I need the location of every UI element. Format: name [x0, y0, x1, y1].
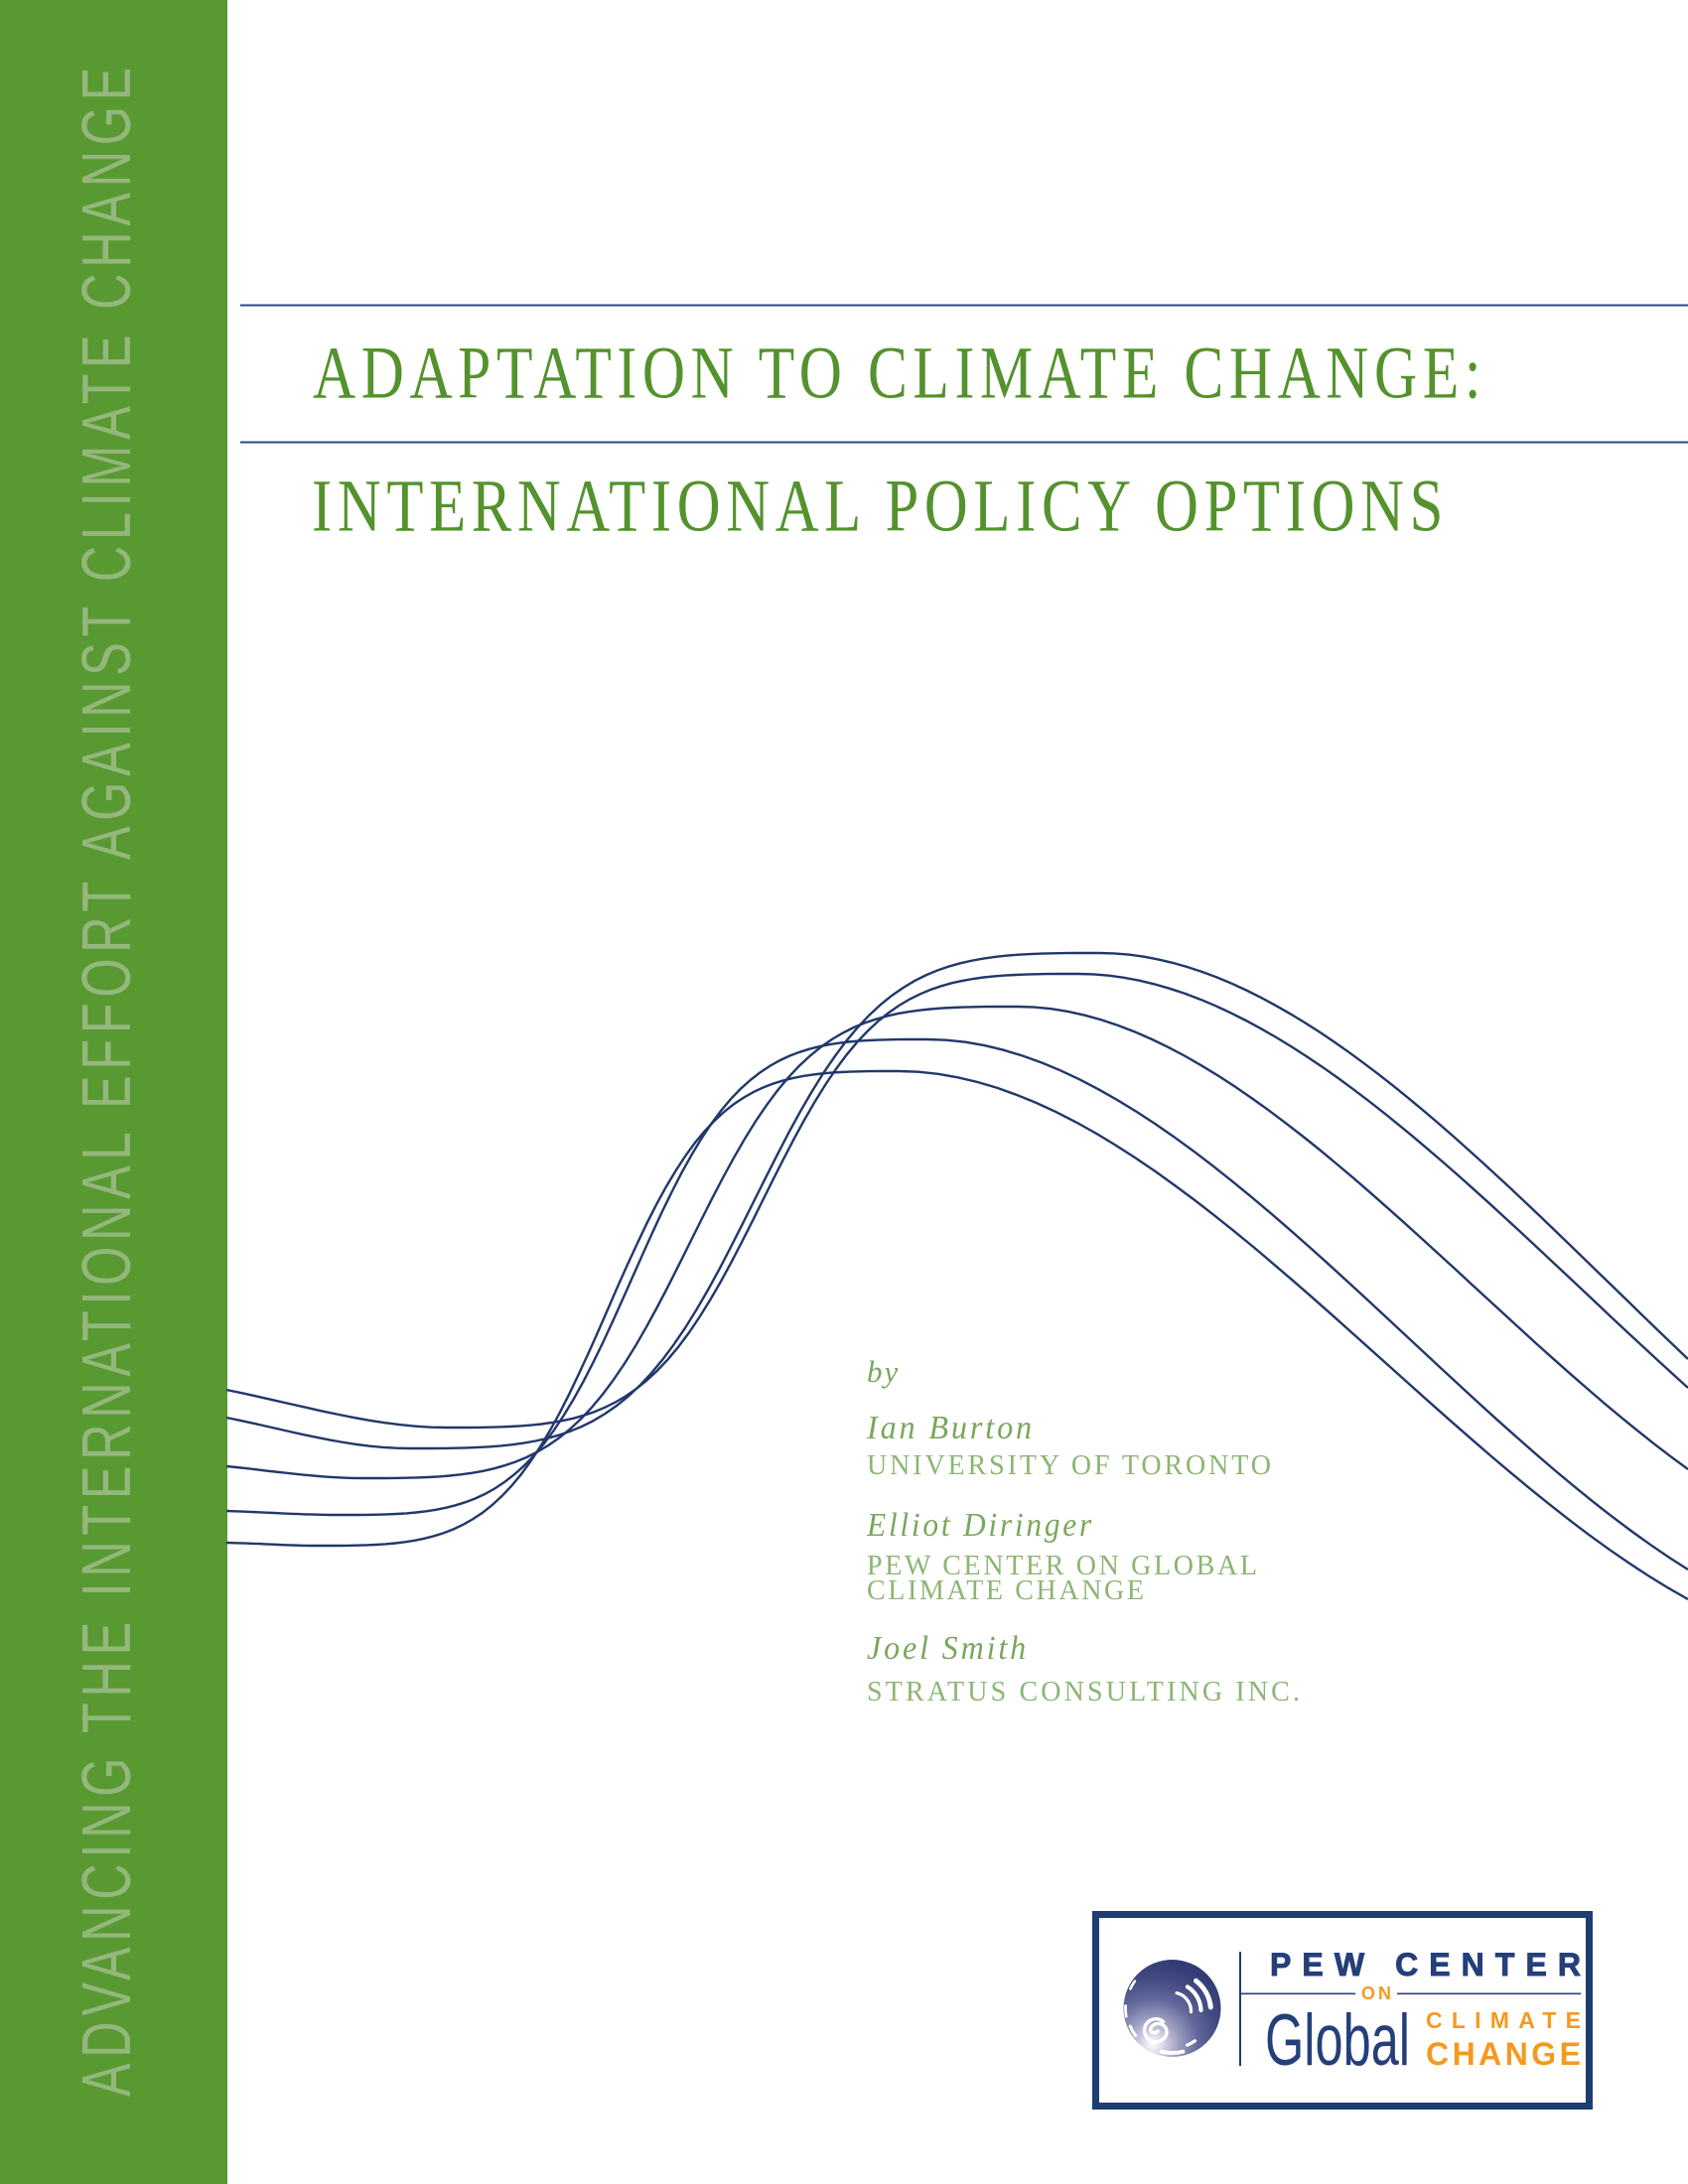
svg-text:Ian Burton: Ian Burton — [866, 1410, 1035, 1446]
svg-text:by: by — [867, 1354, 900, 1389]
svg-text:Elliot Diringer: Elliot Diringer — [866, 1507, 1094, 1544]
svg-text:CLIMATE: CLIMATE — [1426, 2007, 1581, 2033]
svg-text:Joel Smith: Joel Smith — [867, 1630, 1029, 1667]
svg-text:ON: ON — [1361, 1983, 1394, 2003]
svg-text:ADVANCING THE INTERNATIONAL EF: ADVANCING THE INTERNATIONAL EFFORT AGAIN… — [68, 62, 145, 2097]
svg-text:CLIMATE CHANGE: CLIMATE CHANGE — [867, 1575, 1144, 1606]
svg-text:ADAPTATION TO CLIMATE CHANGE:: ADAPTATION TO CLIMATE CHANGE: — [313, 333, 1486, 415]
svg-text:Global: Global — [1265, 2000, 1410, 2081]
svg-text:INTERNATIONAL POLICY OPTIONS: INTERNATIONAL POLICY OPTIONS — [312, 466, 1449, 548]
svg-text:STRATUS CONSULTING INC.: STRATUS CONSULTING INC. — [867, 1677, 1300, 1707]
